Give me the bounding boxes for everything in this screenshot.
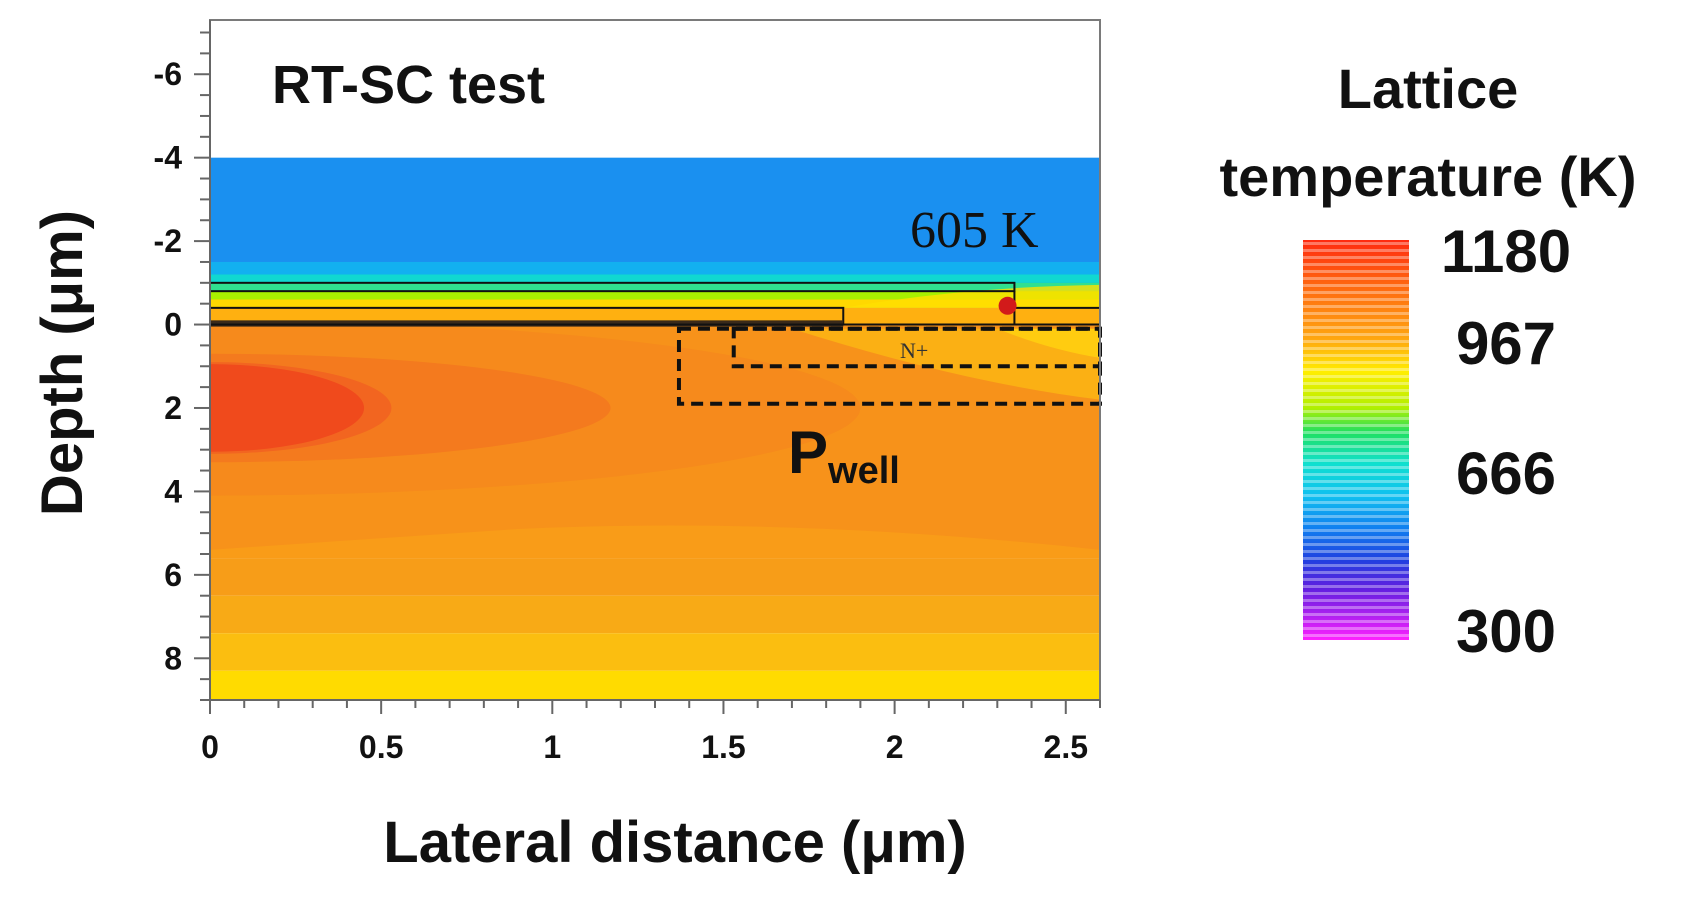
axes: 0 0.5 1 1.5 2 2.5 -6 -4 -2 0 2 4 6 8 — [154, 20, 1101, 765]
x-tick-label: 2 — [886, 729, 904, 765]
colorbar-ticks: 1180 967 666 300 — [1441, 218, 1571, 665]
colorbar-stripes — [1303, 240, 1409, 640]
colorbar-tick-label: 666 — [1456, 440, 1556, 507]
x-tick-label: 0.5 — [359, 729, 403, 765]
y-tick-label: 2 — [164, 390, 182, 426]
plot-area — [210, 20, 1100, 700]
p-well-label: Pwell — [788, 419, 900, 492]
colorbar-tick-label: 1180 — [1441, 218, 1571, 285]
silicon-band — [210, 633, 1100, 671]
oxide-band — [210, 299, 1100, 308]
oxide-band — [210, 261, 1100, 275]
silicon-band — [210, 670, 1100, 700]
oxide-band — [210, 274, 1100, 283]
oxide-field-contour — [843, 284, 1100, 308]
gate-bottom-layer — [210, 320, 844, 327]
chart-title: RT-SC test — [272, 55, 545, 115]
y-tick-label: 0 — [164, 307, 182, 343]
silicon-band — [210, 595, 1100, 634]
colorbar-title-line1: Lattice — [1338, 57, 1519, 120]
x-tick-label: 1 — [543, 729, 561, 765]
y-tick-label: 6 — [164, 557, 182, 593]
x-axis-label: Lateral distance (μm) — [383, 810, 966, 875]
oxide-band — [210, 291, 1100, 300]
y-tick-label: 8 — [164, 640, 182, 676]
hotspot-label: 605 K — [910, 202, 1039, 259]
x-tick-label: 1.5 — [701, 729, 745, 765]
colorbar-tick-label: 967 — [1456, 310, 1556, 377]
x-tick-label: 2.5 — [1044, 729, 1088, 765]
oxide-band — [210, 307, 1100, 325]
x-tick-label: 0 — [201, 729, 219, 765]
oxide-band — [210, 282, 1100, 292]
hot-core-contour — [210, 364, 364, 452]
colorbar-title-line2: temperature (K) — [1220, 145, 1637, 208]
y-tick-label: 4 — [164, 473, 182, 509]
colorbar-tick-label: 300 — [1456, 598, 1556, 665]
silicon-band — [210, 558, 1100, 596]
p-well-sub: well — [827, 450, 900, 492]
n-plus-label: N+ — [900, 338, 928, 363]
y-axis-label: Depth (μm) — [30, 210, 95, 516]
p-well-main: P — [788, 419, 828, 486]
silicon-contour-right — [791, 328, 1100, 400]
y-tick-label: -4 — [154, 140, 183, 176]
hotspot-marker — [998, 296, 1017, 315]
silicon-contour-edge — [997, 328, 1100, 358]
y-tick-label: -6 — [154, 56, 182, 92]
y-tick-label: -2 — [154, 223, 182, 259]
region-air — [210, 20, 1100, 158]
